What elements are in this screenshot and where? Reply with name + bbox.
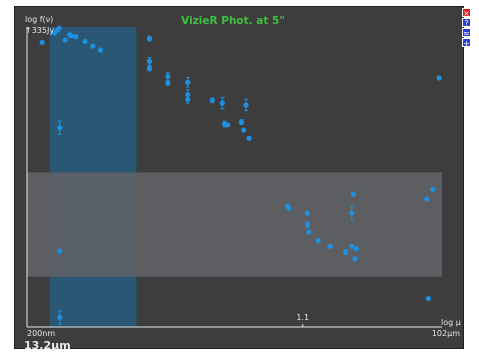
data-point <box>146 58 153 64</box>
chart-title: VizieR Phot. at 5" <box>181 15 285 27</box>
data-point <box>39 39 45 46</box>
data-point <box>146 36 153 42</box>
x-left-tick-label: 200nm <box>27 329 55 338</box>
photometry-viewer-window: VizieR Phot. at 5" log f(ν) ↑335Jy log μ… <box>14 6 464 349</box>
data-point <box>165 80 171 86</box>
data-point <box>352 256 358 262</box>
x-right-tick-label: 102μm <box>432 329 460 338</box>
data-point <box>57 314 63 321</box>
wavelength-readout: 13.2μm <box>24 339 71 352</box>
x-mid-tick-label: 1.1 <box>296 313 309 322</box>
data-point <box>238 119 245 125</box>
data-point <box>241 127 247 133</box>
options-icon[interactable]: ≈ <box>462 28 471 38</box>
data-point <box>219 100 225 106</box>
data-point <box>430 186 436 193</box>
data-point <box>185 79 191 85</box>
data-point <box>327 243 333 249</box>
data-point <box>350 191 356 197</box>
data-point <box>57 125 63 131</box>
data-point <box>246 135 252 141</box>
close-icon[interactable]: × <box>462 8 471 18</box>
data-point <box>56 25 62 31</box>
data-point <box>349 210 355 216</box>
data-point <box>343 249 349 255</box>
data-point <box>57 248 63 254</box>
y-axis-label: log f(ν) <box>25 15 53 24</box>
data-point <box>306 229 312 235</box>
data-point <box>225 122 231 128</box>
data-point <box>304 210 310 216</box>
x-axis-label: log μ <box>441 318 461 327</box>
data-point <box>436 75 442 81</box>
horizontal-range-band <box>27 172 442 277</box>
data-point <box>243 102 249 108</box>
data-point <box>97 47 104 53</box>
data-point <box>73 34 79 40</box>
data-point <box>90 43 96 49</box>
data-point <box>62 37 68 43</box>
data-point <box>209 97 215 103</box>
data-point <box>349 243 355 249</box>
data-point <box>286 205 292 212</box>
help-icon[interactable]: ? <box>462 18 471 28</box>
data-point <box>315 238 321 244</box>
data-point <box>68 33 74 39</box>
y-top-tick-label: ↑335Jy <box>25 26 54 35</box>
data-point <box>82 38 88 45</box>
data-point <box>304 221 310 228</box>
zoom-in-icon[interactable]: + <box>462 38 471 48</box>
data-point <box>146 65 153 72</box>
data-point <box>425 295 432 302</box>
data-point <box>353 246 359 252</box>
data-point <box>185 96 191 102</box>
data-point <box>424 196 430 202</box>
data-point <box>165 73 171 80</box>
sed-chart[interactable]: VizieR Phot. at 5" log f(ν) ↑335Jy log μ… <box>15 7 465 350</box>
